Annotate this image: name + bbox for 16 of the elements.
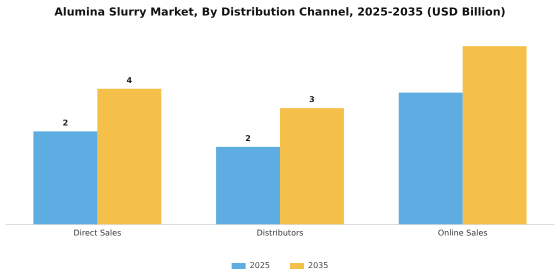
chart-title: Alumina Slurry Market, By Distribution Channel, 2025-2035 (USD Billion) bbox=[54, 5, 506, 18]
data-label: 3 bbox=[309, 95, 315, 104]
x-tick-label: Distributors bbox=[256, 228, 304, 238]
x-tick-label: Online Sales bbox=[438, 228, 488, 238]
data-label: 2 bbox=[62, 118, 68, 128]
bar bbox=[97, 88, 162, 224]
legend-label: 2035 bbox=[308, 261, 328, 270]
data-label: 2 bbox=[245, 134, 251, 143]
bar bbox=[33, 131, 98, 224]
data-label: 4 bbox=[126, 76, 133, 85]
legend-label: 2025 bbox=[250, 261, 270, 270]
bar bbox=[216, 146, 280, 224]
bar bbox=[462, 46, 527, 224]
x-tick-label: Direct Sales bbox=[73, 228, 122, 238]
bar bbox=[398, 92, 463, 224]
bar bbox=[280, 108, 344, 224]
